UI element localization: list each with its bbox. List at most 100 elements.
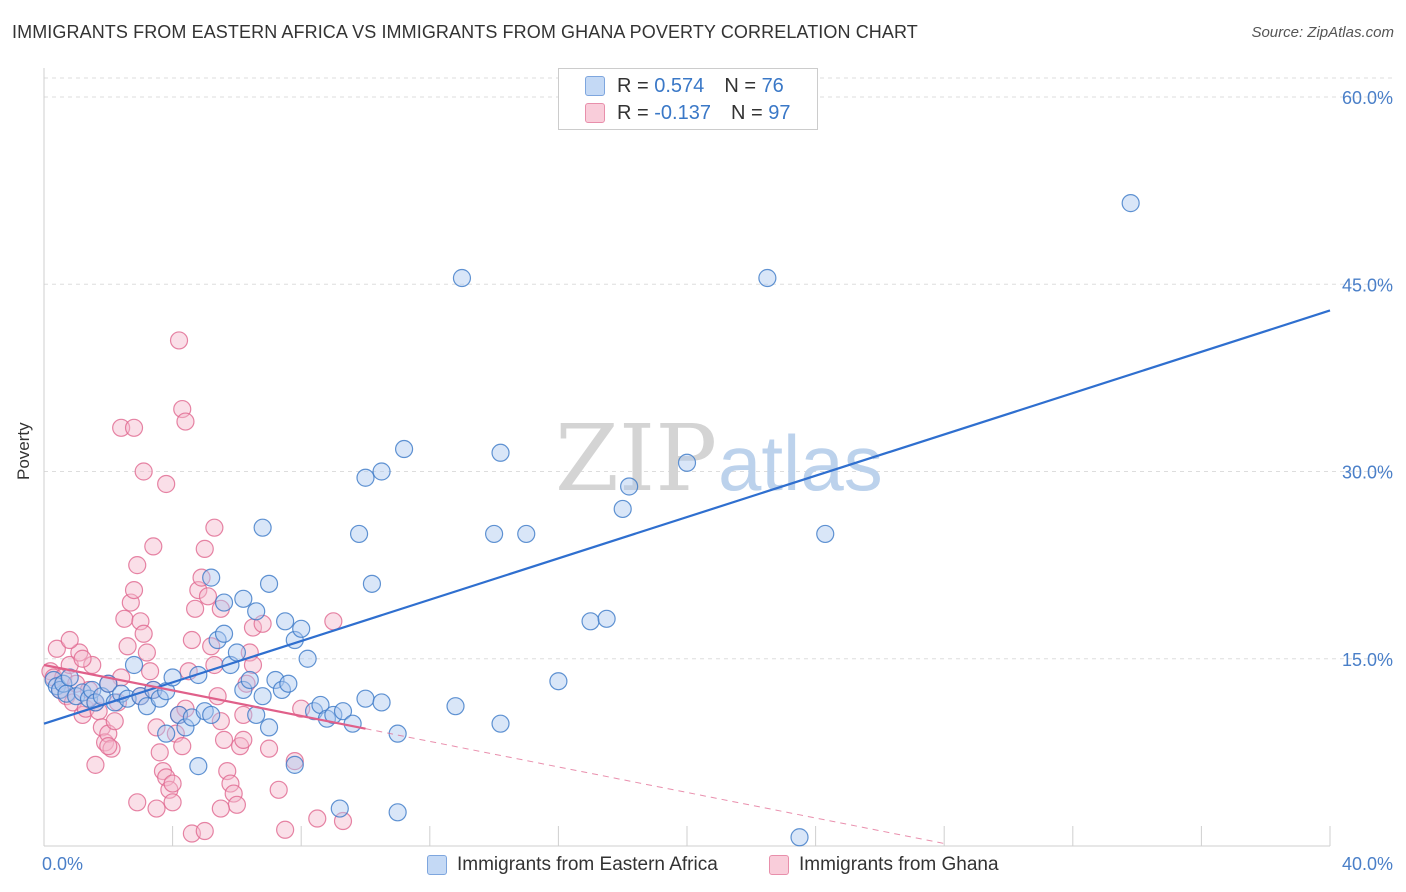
ghana-point	[276, 820, 295, 839]
ghana-point	[124, 580, 144, 600]
eastern-africa-point	[613, 499, 632, 519]
ghana-point	[186, 599, 205, 618]
trend-eastern-africa	[43, 309, 1331, 725]
y-axis-label: Poverty	[14, 422, 33, 480]
ghana-point	[198, 587, 218, 606]
eastern-africa-point	[356, 468, 375, 487]
eastern-africa-point	[292, 619, 311, 638]
eastern-africa-point	[253, 687, 272, 706]
eastern-africa-point	[1121, 194, 1140, 213]
eastern-africa-point	[372, 462, 391, 481]
ghana-point	[147, 718, 166, 737]
ghana-point	[115, 609, 134, 628]
legend-swatch-pink	[769, 855, 789, 875]
ghana-point	[224, 784, 243, 803]
legend-n-label: N =	[724, 74, 756, 97]
legend-label-eastern-africa: Immigrants from Eastern Africa	[457, 854, 718, 875]
ghana-point	[60, 630, 79, 650]
legend-swatch-pink	[585, 103, 605, 123]
source-label: Source: ZipAtlas.com	[1251, 24, 1394, 41]
eastern-africa-point	[124, 655, 144, 675]
eastern-africa-point	[276, 612, 295, 631]
eastern-africa-point	[388, 803, 407, 822]
ghana-point	[211, 712, 230, 731]
eastern-africa-point	[202, 568, 221, 587]
ghana-point	[211, 799, 230, 818]
eastern-africa-point	[214, 624, 234, 643]
ghana-point	[269, 780, 288, 799]
eastern-africa-point	[333, 702, 353, 721]
x-tick-label: 40.0%	[1342, 854, 1393, 874]
ghana-point	[140, 662, 160, 681]
eastern-africa-point	[234, 589, 253, 608]
ghana-point	[124, 418, 144, 437]
ghana-point	[234, 705, 253, 725]
ghana-point	[134, 462, 153, 481]
legend-row-eastern-africa: R = 0.574 N = 76	[585, 73, 784, 99]
ghana-point	[86, 755, 105, 774]
legend-row-ghana: R = -0.137 N = 97	[585, 100, 790, 126]
ghana-point	[234, 730, 253, 749]
legend-r-value: 0.574	[654, 74, 705, 97]
ghana-point	[192, 568, 211, 587]
ghana-point	[227, 795, 246, 814]
eastern-africa-point	[485, 524, 504, 544]
eastern-africa-point	[279, 674, 298, 693]
trend-ghana-extension	[365, 728, 945, 844]
eastern-africa-point	[356, 689, 375, 708]
legend-item-ghana: Immigrants from Ghana	[769, 851, 999, 879]
legend-n-value: 76	[761, 74, 784, 97]
ghana-point	[195, 821, 214, 841]
ghana-point	[324, 612, 343, 631]
ghana-point	[259, 739, 279, 758]
ghana-point	[208, 687, 227, 706]
legend-n-value: 97	[768, 101, 791, 124]
eastern-africa-point	[349, 524, 369, 544]
ghana-point	[102, 739, 121, 758]
ghana-point	[128, 556, 147, 575]
legend-r-label: R =	[617, 74, 649, 97]
grid-lines	[44, 77, 1392, 660]
ghana-point	[173, 737, 192, 756]
legend-r-value: -0.137	[654, 101, 711, 124]
legend-item-eastern-africa: Immigrants from Eastern Africa	[427, 851, 718, 879]
ghana-point	[144, 537, 163, 556]
eastern-africa-point	[330, 799, 349, 818]
eastern-africa-point	[150, 689, 169, 708]
eastern-africa-point	[253, 518, 272, 537]
ghana-point	[134, 624, 153, 643]
ghana-point	[163, 774, 182, 793]
eastern-africa-point	[491, 443, 510, 462]
ghana-point	[221, 774, 240, 793]
series-legend: Immigrants from Eastern Africa Immigrant…	[0, 851, 1406, 879]
eastern-africa-point	[790, 828, 809, 847]
eastern-africa-point	[362, 574, 382, 593]
ghana-point	[147, 799, 166, 818]
eastern-africa-point	[247, 602, 266, 621]
eastern-africa-point	[259, 574, 279, 593]
y-tick-label: 45.0%	[1342, 275, 1393, 295]
ghana-point	[150, 743, 169, 762]
eastern-africa-point	[446, 697, 465, 716]
eastern-africa-point	[517, 524, 536, 544]
eastern-africa-point	[549, 672, 568, 691]
eastern-africa-point	[176, 718, 195, 737]
ghana-point	[205, 518, 224, 537]
eastern-africa-point	[816, 524, 835, 544]
eastern-africa-point	[240, 670, 259, 690]
trend-ghana	[43, 663, 366, 730]
eastern-africa-point	[285, 755, 304, 774]
trend-lines	[43, 309, 1331, 844]
tick-labels: 15.0% 30.0% 45.0% 60.0% 0.0% 40.0%	[42, 88, 1393, 874]
eastern-africa-point	[677, 453, 697, 472]
eastern-africa-point	[758, 268, 777, 288]
ghana-point	[195, 539, 214, 558]
eastern-africa-point	[202, 705, 221, 725]
chart-title: IMMIGRANTS FROM EASTERN AFRICA VS IMMIGR…	[12, 22, 918, 42]
legend-label-ghana: Immigrants from Ghana	[799, 854, 999, 875]
legend-r-label: R =	[617, 101, 649, 124]
eastern-africa-point	[227, 643, 246, 662]
axes	[43, 68, 1331, 847]
stats-legend: R = 0.574 N = 76 R = -0.137 N = 97	[558, 68, 818, 130]
